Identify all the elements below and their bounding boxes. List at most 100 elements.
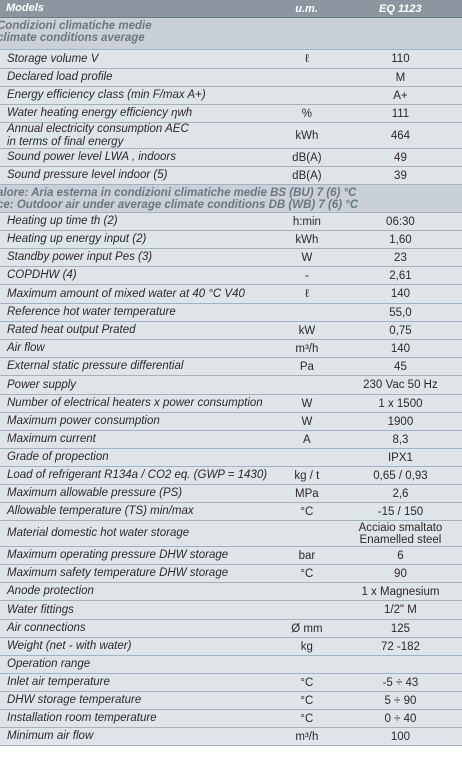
row-value: 23	[394, 251, 407, 264]
header-model-name: EQ 1123	[379, 2, 422, 15]
row-value: 1,60	[389, 233, 412, 246]
row-value: -15 / 150	[377, 505, 424, 518]
row-unit: °C	[300, 712, 314, 725]
row-unit: dB(A)	[292, 169, 322, 182]
row-unit: -	[304, 269, 309, 282]
row-value: 125	[390, 622, 411, 635]
row-value: 1 x Magnesium	[361, 585, 440, 598]
table-row: Inlet air temperature °C -5 ÷ 43	[0, 674, 462, 692]
row-unit: W	[301, 251, 313, 264]
row-unit: W	[301, 397, 313, 410]
row-label: Grade of propection	[7, 451, 109, 463]
row-label: Sound pressure level indoor (5)	[7, 169, 168, 181]
row-unit: m³/h	[295, 730, 319, 743]
row-label: Maximum allowable pressure (PS)	[7, 487, 183, 499]
row-unit: MPa	[295, 487, 319, 500]
row-label: Annual electricity consumption AEC in te…	[7, 122, 189, 148]
row-label: Inlet air temperature	[7, 676, 110, 688]
row-unit: W	[301, 415, 313, 428]
table-row: Heating up time th (2) h:min 06:30	[0, 213, 462, 231]
section-line: Condizioni climatiche medie	[0, 20, 152, 32]
row-label: Power supply	[7, 378, 77, 391]
table-row: Maximum power consumption W 1900	[0, 413, 462, 431]
row-value: Acciaio smaltato Enamelled steel	[358, 521, 443, 546]
table-row: DHW storage temperature °C 5 ÷ 90	[0, 692, 462, 710]
section-line: climate conditions average	[0, 32, 145, 44]
table-row: Maximum current A 8,3	[0, 431, 462, 449]
row-value: 1 x 1500	[378, 397, 423, 410]
row-unit: Pa	[299, 360, 314, 373]
row-value: 5 ÷ 90	[384, 694, 417, 707]
row-label: Maximum power consumption	[7, 415, 160, 427]
row-unit: h:min	[292, 215, 321, 228]
table-body: Condizioni climatiche medie climate condi…	[0, 18, 462, 746]
row-unit: bar	[298, 549, 316, 562]
row-label: DHW storage temperature	[7, 694, 142, 706]
row-label: Water fittings	[7, 603, 74, 616]
row-value: 1/2" M	[384, 604, 417, 616]
row-label: Energy efficiency class (min F/max A+)	[7, 89, 206, 101]
table-row: Maximum allowable pressure (PS) MPa 2,6	[0, 485, 462, 503]
row-value: 464	[390, 129, 411, 142]
table-row: Sound power level LWA , indoors dB(A) 49	[0, 149, 462, 167]
table-row: Declared load profile M	[0, 69, 462, 87]
row-label: Maximum amount of mixed water at 40 °C V…	[7, 287, 245, 300]
row-value: 230 Vac 50 Hz	[363, 379, 438, 391]
row-value: A+	[393, 89, 408, 102]
row-label: Maximum current	[7, 433, 96, 445]
row-label: Operation range	[7, 658, 91, 670]
row-label: Heating up energy input (2)	[7, 233, 147, 245]
row-unit: °C	[300, 694, 314, 707]
row-value: 100	[390, 730, 411, 743]
row-label: Anode protection	[7, 585, 94, 597]
row-unit: dB(A)	[292, 151, 322, 164]
row-label: Air connections	[7, 622, 86, 634]
table-row: Water heating energy efficiency ηwh% 111	[0, 105, 462, 123]
row-value: -5 ÷ 43	[382, 676, 419, 689]
row-value: 72 -182	[380, 640, 420, 653]
row-unit: A	[303, 433, 311, 446]
row-value: 0 ÷ 40	[384, 712, 417, 725]
row-label: Maximum safety temperature DHW storage	[7, 567, 229, 579]
row-value: 55,0	[389, 306, 412, 319]
row-label: Sound power level LWA , indoors	[7, 151, 176, 163]
row-value: 0,65 / 0,93	[373, 469, 428, 482]
row-unit: %	[301, 107, 312, 120]
row-value: 140	[390, 342, 411, 355]
row-label: Material domestic hot water storage	[7, 527, 190, 539]
row-unit: kg / t	[294, 469, 320, 482]
row-label: Heating up time th (2)	[7, 215, 118, 227]
row-label: Installation room temperature	[7, 712, 157, 724]
row-label: Load of refrigerant R134a / CO2 eq. (GWP…	[7, 469, 268, 481]
row-unit: ℓ	[305, 288, 309, 300]
row-unit: ℓ	[305, 53, 309, 65]
table-row: Air flow m³/h 140	[0, 340, 462, 358]
header-models: Models	[6, 2, 44, 14]
row-value: 111	[391, 107, 410, 120]
row-label: Weight (net - with water)	[7, 640, 132, 652]
table-row: COPDHW (4) - 2,61	[0, 267, 462, 285]
table-row: Maximum amount of mixed water at 40 °C V…	[0, 285, 462, 304]
table-row: Grade of propection IPX1	[0, 449, 462, 467]
table-header: Models u.m. EQ 1123	[0, 0, 462, 18]
section-header: Condizioni climatiche medie climate condi…	[0, 18, 462, 50]
row-label: Number of electrical heaters x power con…	[7, 397, 263, 409]
table-row: Storage volume V ℓ 110	[0, 50, 462, 69]
row-label: Standby power input Pes (3)	[7, 251, 153, 263]
table-row: Maximum operating pressure DHW storage ba…	[0, 547, 462, 565]
row-unit: m³/h	[295, 342, 319, 355]
row-value: 06:30	[386, 215, 415, 228]
table-row: Rated heat output Prated kW 0,75	[0, 322, 462, 340]
table-row: Minimum air flow m³/h 100	[0, 728, 462, 746]
row-unit: kW	[298, 324, 316, 337]
row-value: 49	[394, 151, 407, 164]
row-value: 2,61	[389, 269, 412, 282]
row-value: 45	[394, 360, 407, 373]
table-row: Reference hot water temperature 55,0	[0, 304, 462, 322]
table-row: Power supply 230 Vac 50 Hz	[0, 376, 462, 395]
row-label: Rated heat output Prated	[7, 324, 136, 336]
table-row: Weight (net - with water) kg 72 -182	[0, 638, 462, 656]
row-value: 39	[394, 169, 407, 182]
row-label: COPDHW (4)	[7, 269, 77, 281]
